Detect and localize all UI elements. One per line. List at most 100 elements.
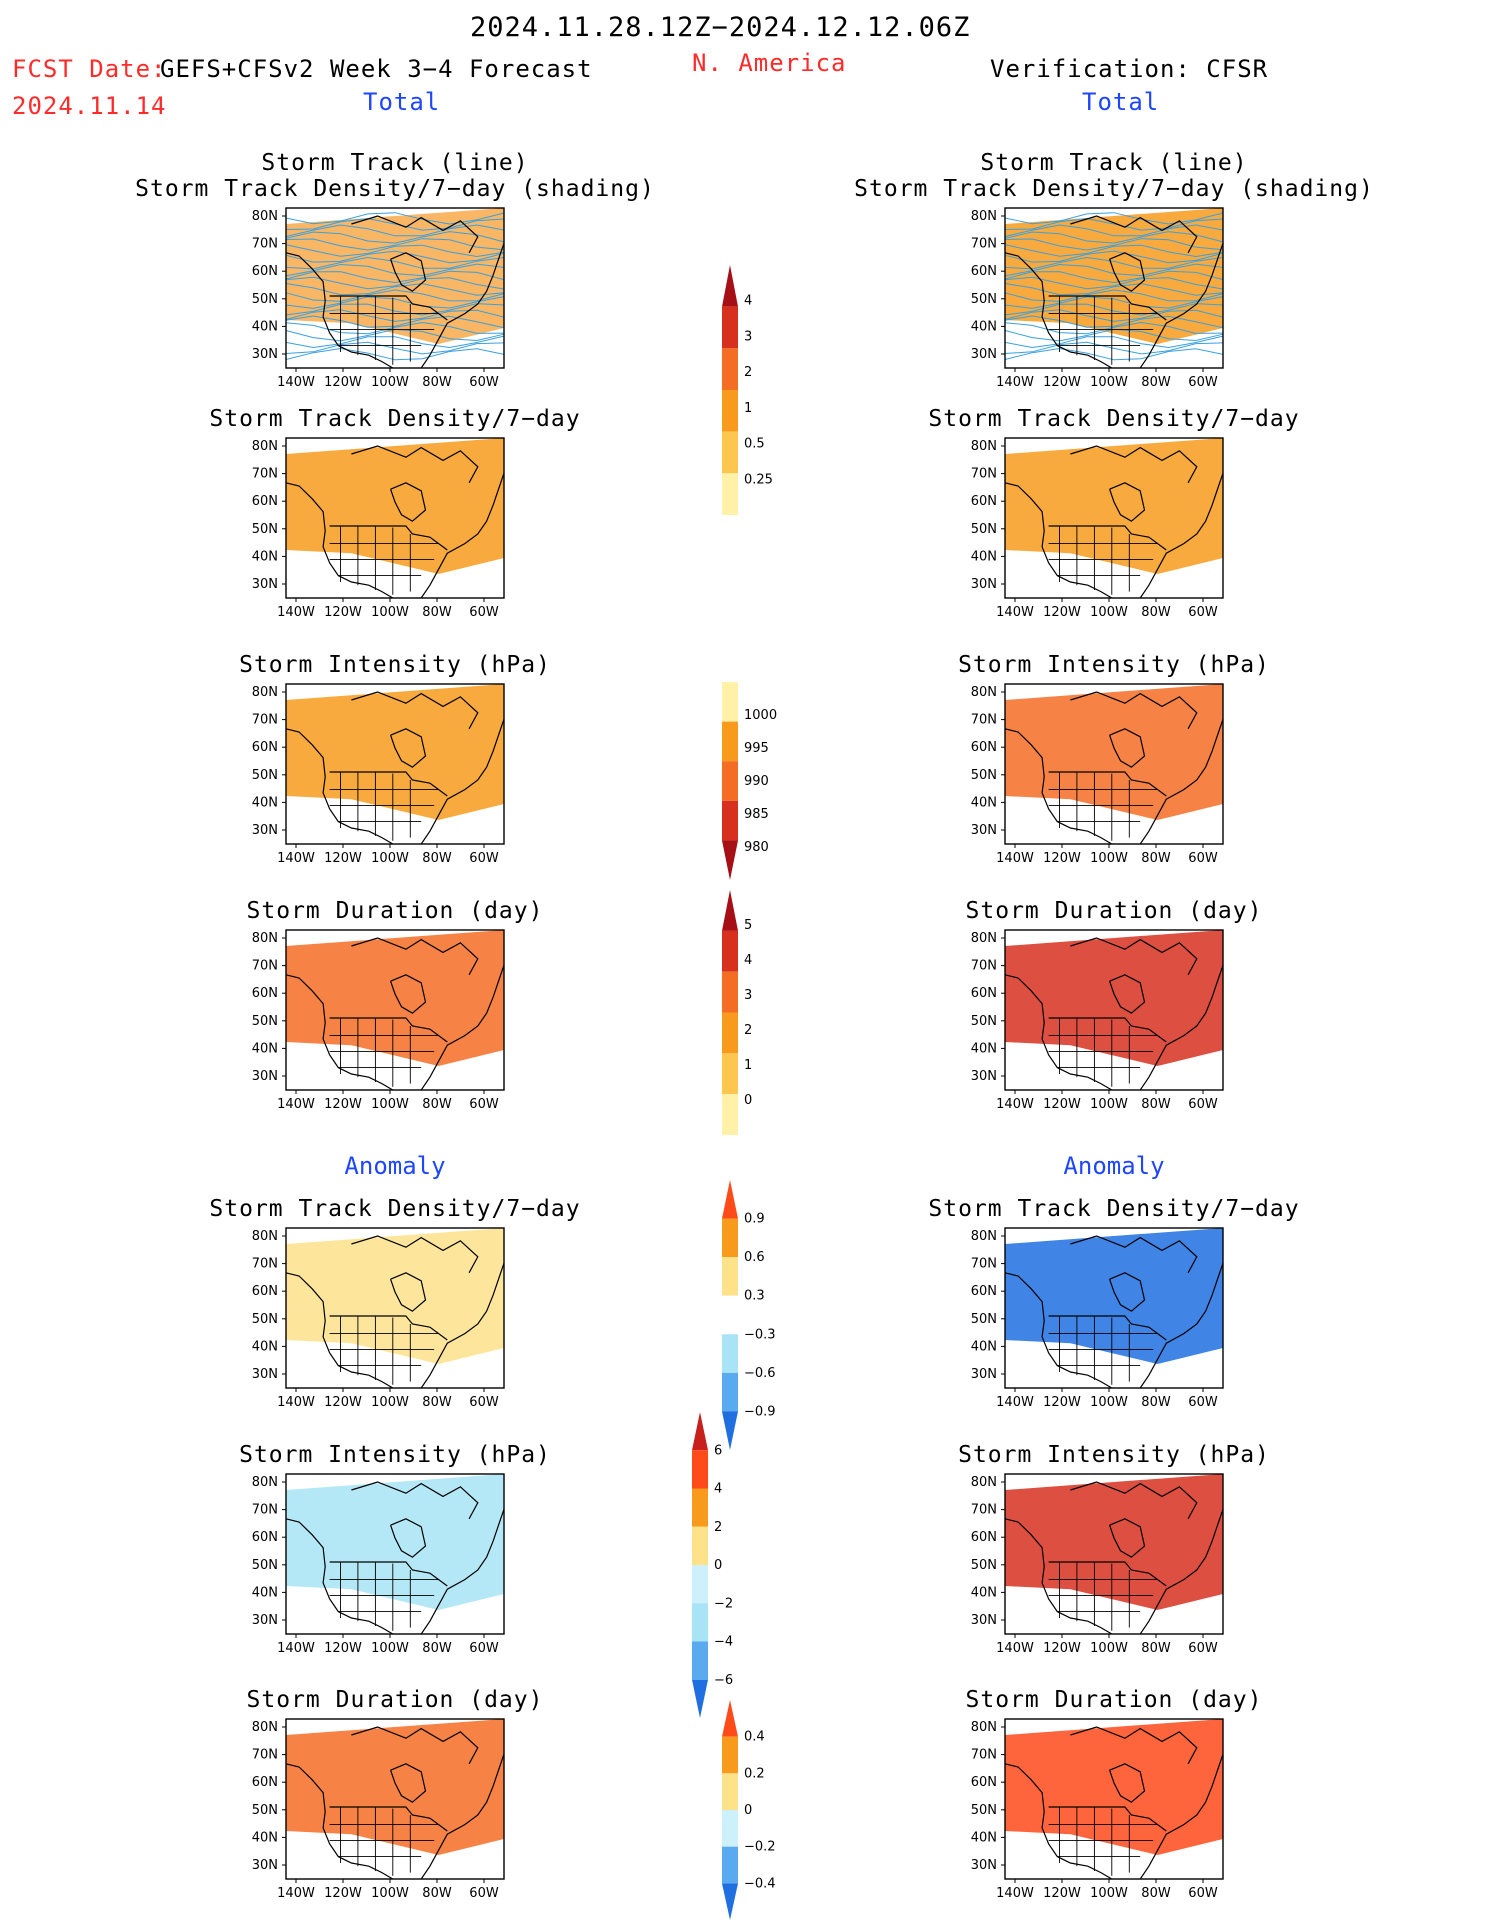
colorbar-label: −0.9 [744, 1404, 776, 1419]
arctic-coastline [1070, 1726, 1198, 1765]
lon-tick-label: 140W [277, 375, 315, 390]
total-label-forecast: Total [363, 88, 441, 116]
colorbar-swatch [722, 431, 738, 474]
storm-track-line [1004, 315, 1224, 329]
lon-tick-label: 80W [1141, 1097, 1171, 1112]
storm-track-line [285, 244, 505, 258]
panel-frame [1004, 437, 1224, 599]
lon-tick-label: 120W [324, 1395, 362, 1410]
east-coastline [1139, 473, 1224, 599]
lat-tick-label: 50N [252, 768, 278, 783]
panel-title: Storm Track Density/7−day [928, 406, 1300, 432]
lat-tick-label: 30N [971, 1858, 997, 1873]
anomaly-label-forecast: Anomaly [344, 1152, 446, 1180]
lon-tick-label: 80W [1141, 1886, 1171, 1901]
lat-tick-label: 30N [252, 1613, 278, 1628]
us-canada-border [1048, 1806, 1167, 1832]
storm-track-line [1004, 347, 1224, 361]
colorbar-duration-total: 5 4 3 2 1 0 [722, 890, 752, 1135]
hudson-bay-outline [1109, 1763, 1146, 1803]
lat-tick-label: 60N [971, 1284, 997, 1299]
east-coastline [1139, 1263, 1224, 1389]
storm-track-line [285, 347, 505, 361]
lat-tick-label: 40N [252, 1041, 278, 1056]
colorbar-label: −4 [714, 1635, 733, 1650]
lon-tick-label: 120W [1043, 605, 1081, 620]
storm-track-line [285, 289, 505, 302]
colorbar-swatch [722, 682, 738, 722]
lon-tick-label: 60W [1188, 1886, 1218, 1901]
lat-tick-label: 50N [971, 768, 997, 783]
lon-tick-label: 100W [1090, 1097, 1128, 1112]
lat-tick-label: 80N [252, 931, 278, 946]
west-coastline [1004, 974, 1113, 1091]
hudson-bay-outline [1109, 252, 1146, 292]
map-panel-verif-track: 80N 70N 60N 50N 40N 30N 140W 120W 100W 80W 60W [971, 207, 1224, 390]
lon-tick-label: 60W [1188, 851, 1218, 866]
us-canada-border [329, 1806, 448, 1832]
colorbar-label: 0.5 [744, 437, 765, 452]
total-label-verification: Total [1082, 88, 1160, 116]
lon-tick-label: 80W [422, 1641, 452, 1656]
colorbar-label: 0 [714, 1558, 722, 1573]
map-panel-fcst-density-anom: 80N 70N 60N 50N 40N 30N 140W 120W 100W 80W 60W [252, 1227, 505, 1410]
lat-tick-label: 30N [971, 823, 997, 838]
lon-tick-label: 80W [1141, 1395, 1171, 1410]
lon-tick-label: 100W [371, 1395, 409, 1410]
east-coastline [1139, 243, 1224, 369]
colorbar-label: 0 [744, 1093, 752, 1108]
colorbar-swatch [722, 1846, 738, 1884]
storm-track-line [285, 296, 505, 309]
lon-tick-label: 100W [371, 1886, 409, 1901]
lat-tick-label: 50N [971, 1558, 997, 1573]
colorbar-swatch [722, 1883, 738, 1920]
colorbar-intensity-total: 1000 995 990 985 980 [722, 682, 777, 880]
lat-tick-label: 50N [971, 1014, 997, 1029]
lat-tick-label: 70N [252, 237, 278, 252]
us-canada-border [329, 1017, 448, 1043]
us-canada-border [1048, 1315, 1167, 1341]
colorbar-swatch [722, 390, 738, 432]
east-coastline [420, 1754, 505, 1880]
colorbar-swatch [722, 1094, 738, 1135]
arctic-coastline [1070, 215, 1198, 254]
colorbar-label: −6 [714, 1673, 733, 1688]
lon-tick-label: 60W [469, 1641, 499, 1656]
colorbar-swatch [692, 1603, 708, 1642]
lat-tick-label: 40N [252, 319, 278, 334]
lat-tick-label: 60N [252, 264, 278, 279]
lat-tick-label: 40N [971, 1830, 997, 1845]
lon-tick-label: 120W [324, 851, 362, 866]
west-coastline [1004, 482, 1113, 599]
east-coastline [420, 243, 505, 369]
colorbar-label: 0.2 [744, 1766, 765, 1781]
lon-tick-label: 100W [371, 605, 409, 620]
arctic-coastline [351, 1481, 479, 1520]
east-coastline [1139, 965, 1224, 1091]
colorbar-label: 980 [744, 840, 769, 855]
colorbar-label: 1 [744, 1058, 752, 1073]
arctic-coastline [351, 937, 479, 976]
lat-tick-label: 40N [971, 549, 997, 564]
hudson-bay-outline [1109, 1272, 1146, 1312]
hudson-bay-outline [390, 728, 427, 768]
storm-track-line [1004, 218, 1224, 231]
colorbar-label: 0.25 [744, 472, 773, 487]
lon-tick-label: 100W [1090, 1395, 1128, 1410]
storm-track-line [1004, 270, 1224, 284]
storm-track-line [285, 212, 505, 225]
map-panel-fcst-duration: 80N 70N 60N 50N 40N 30N 140W 120W 100W 80W 60W [252, 929, 505, 1112]
lat-tick-label: 80N [252, 209, 278, 224]
colorbar-swatch [722, 721, 738, 762]
lat-tick-label: 50N [971, 292, 997, 307]
map-panel-fcst-intensity-anom: 80N 70N 60N 50N 40N 30N 140W 120W 100W 80W 60W [252, 1473, 505, 1656]
panel-title: Storm Track Density/7−day [209, 406, 581, 432]
lat-tick-label: 70N [252, 713, 278, 728]
colorbar-label: −0.4 [744, 1876, 776, 1891]
storm-track-line [285, 321, 505, 335]
panel-title: Storm Track Density/7−day (shading) [135, 176, 655, 202]
us-canada-border [329, 525, 448, 551]
lon-tick-label: 120W [324, 605, 362, 620]
lon-tick-label: 60W [469, 1097, 499, 1112]
lon-tick-label: 60W [469, 375, 499, 390]
